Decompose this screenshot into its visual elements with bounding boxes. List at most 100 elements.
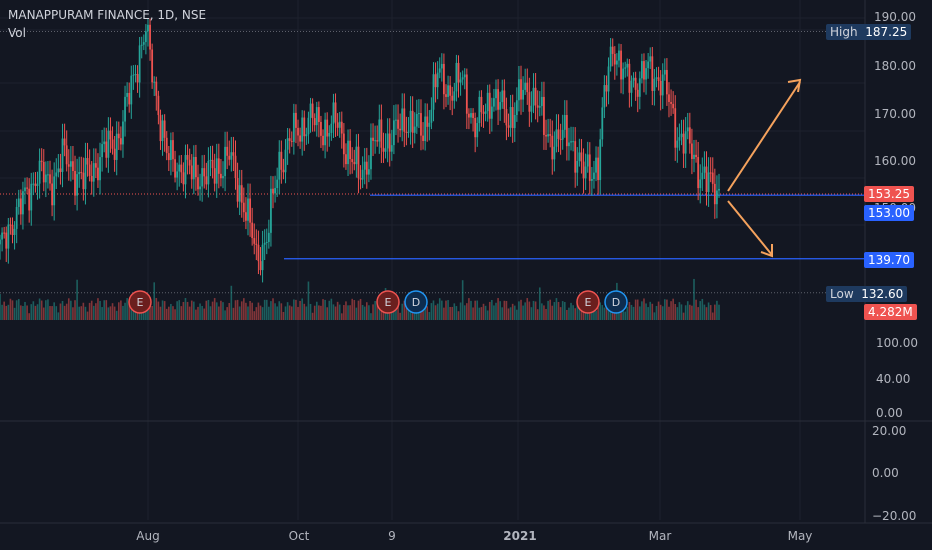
candle-body [201, 168, 204, 187]
candle-body [228, 155, 231, 160]
candle [334, 93, 337, 137]
candle-body [574, 141, 577, 173]
candle [63, 123, 66, 157]
candle-body [215, 158, 218, 184]
candle [76, 158, 79, 211]
candle-body [701, 172, 704, 180]
candle-body [184, 154, 187, 185]
candle [415, 99, 418, 134]
volume-bar [639, 306, 641, 320]
candle [80, 156, 83, 180]
candle [634, 71, 637, 101]
volume-bar [205, 300, 208, 320]
candle [505, 97, 508, 141]
candle-body [251, 222, 254, 239]
candle-body [130, 75, 133, 105]
candle [228, 140, 231, 166]
volume-bar [711, 312, 714, 320]
candle-body [524, 82, 527, 90]
candle [651, 46, 654, 106]
time-axis-label: 2021 [503, 529, 536, 543]
candle-body [224, 146, 226, 177]
volume-bar [453, 303, 456, 320]
dividend-marker: D [404, 290, 428, 314]
candle [301, 110, 304, 156]
candle-body [242, 202, 245, 213]
candle [40, 148, 43, 172]
candle-body [176, 171, 179, 178]
volume-bar [361, 304, 364, 320]
volume-bar [659, 304, 662, 320]
volume-bar [295, 299, 297, 320]
volume-bar [561, 301, 564, 320]
candle [224, 131, 226, 192]
candle-body [282, 169, 285, 173]
volume-bar [499, 301, 501, 320]
candle-body [230, 152, 233, 160]
volume-bar [5, 305, 8, 320]
candle-body [430, 109, 433, 123]
high-tag-label: High [830, 25, 858, 39]
candle-body [103, 141, 106, 145]
volume-bar [211, 301, 214, 320]
volume-bar [322, 299, 324, 320]
volume-bar [190, 300, 193, 320]
candle-body [609, 46, 612, 67]
candle-body [476, 123, 479, 138]
candle-body [240, 185, 243, 203]
candle [111, 126, 114, 155]
candle-body [261, 244, 264, 271]
volume-bar [470, 300, 472, 320]
candle [53, 162, 56, 221]
candle-body [355, 146, 358, 165]
candle-body [147, 24, 149, 32]
candle [551, 120, 554, 175]
volume-bar [672, 298, 674, 320]
volume-bar [455, 306, 458, 320]
candle-body [713, 183, 716, 205]
candle [259, 247, 262, 276]
volume-bar [463, 305, 466, 320]
volume-bar [105, 300, 108, 320]
candle-body [17, 198, 20, 207]
candle [3, 226, 6, 239]
volume-bar [374, 301, 376, 320]
candle [695, 139, 697, 163]
candle [632, 72, 635, 88]
volume-bar [130, 306, 133, 320]
volume-bar [324, 299, 326, 320]
volume-bar [126, 298, 128, 320]
volume-bar [547, 300, 549, 320]
candle [536, 90, 539, 123]
candle [453, 82, 456, 109]
candle [147, 18, 149, 47]
candle-body [305, 134, 308, 137]
candle-body [620, 50, 622, 80]
volume-bar [261, 307, 264, 320]
volume-bar [272, 298, 274, 320]
volume-bar [695, 299, 697, 320]
candle [474, 112, 477, 153]
volume-bar [407, 304, 410, 320]
candle [119, 126, 122, 151]
volume-bar [320, 305, 322, 320]
candle [201, 155, 204, 202]
volume-bar [649, 301, 652, 320]
volume-bar [466, 303, 468, 320]
candle [378, 104, 381, 154]
volume-bar [557, 301, 560, 320]
candle [578, 138, 581, 167]
candle-body [157, 95, 160, 116]
candle [347, 129, 349, 177]
volume-bar [84, 306, 87, 320]
candle [242, 187, 245, 222]
candle-body [405, 131, 408, 133]
candle-body [486, 92, 489, 112]
candle-body [238, 185, 241, 202]
volume-bar [459, 302, 462, 320]
candle [563, 100, 566, 138]
candle-body [197, 177, 199, 190]
candle [157, 90, 160, 125]
candle [557, 114, 560, 153]
